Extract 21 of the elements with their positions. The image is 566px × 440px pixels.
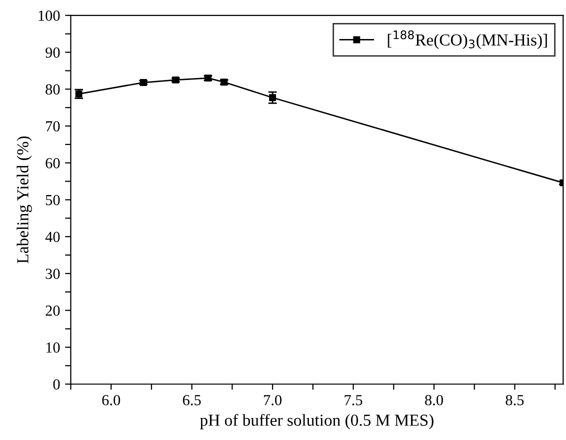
y-tick-label: 0 — [53, 379, 60, 390]
point — [269, 94, 276, 102]
y-tick-label: 40 — [45, 232, 60, 242]
y-tick-label: 80 — [46, 84, 60, 95]
x-tick-label: 8.5 — [506, 394, 524, 406]
y-tick-label: 20 — [46, 306, 60, 316]
x-tick-label: 7.0 — [264, 394, 282, 406]
y-tick-label: 50 — [46, 194, 60, 206]
y-tick-label: 30 — [46, 268, 60, 279]
y-tick-label: 10 — [46, 342, 60, 353]
y-tick-label: 60 — [46, 158, 60, 168]
x-tick-label: 8.0 — [425, 394, 443, 406]
y-tick-label: 100 — [38, 10, 60, 21]
x-tick-label: 6.0 — [102, 394, 120, 406]
y-axis-title: Labeling Yield (%) — [16, 136, 32, 264]
legend-label: [$^{188}$Re(CO)$_{3}$(MN-His)] — [388, 30, 547, 49]
x-tick-label: 6.5 — [182, 395, 201, 406]
x-axis-title: pH of buffer solution (0.5 M MES) — [200, 414, 434, 430]
y-tick-label: 90 — [46, 47, 60, 58]
y-tick-label: 70 — [46, 121, 60, 132]
x-tick-label: 7.5 — [344, 395, 362, 406]
